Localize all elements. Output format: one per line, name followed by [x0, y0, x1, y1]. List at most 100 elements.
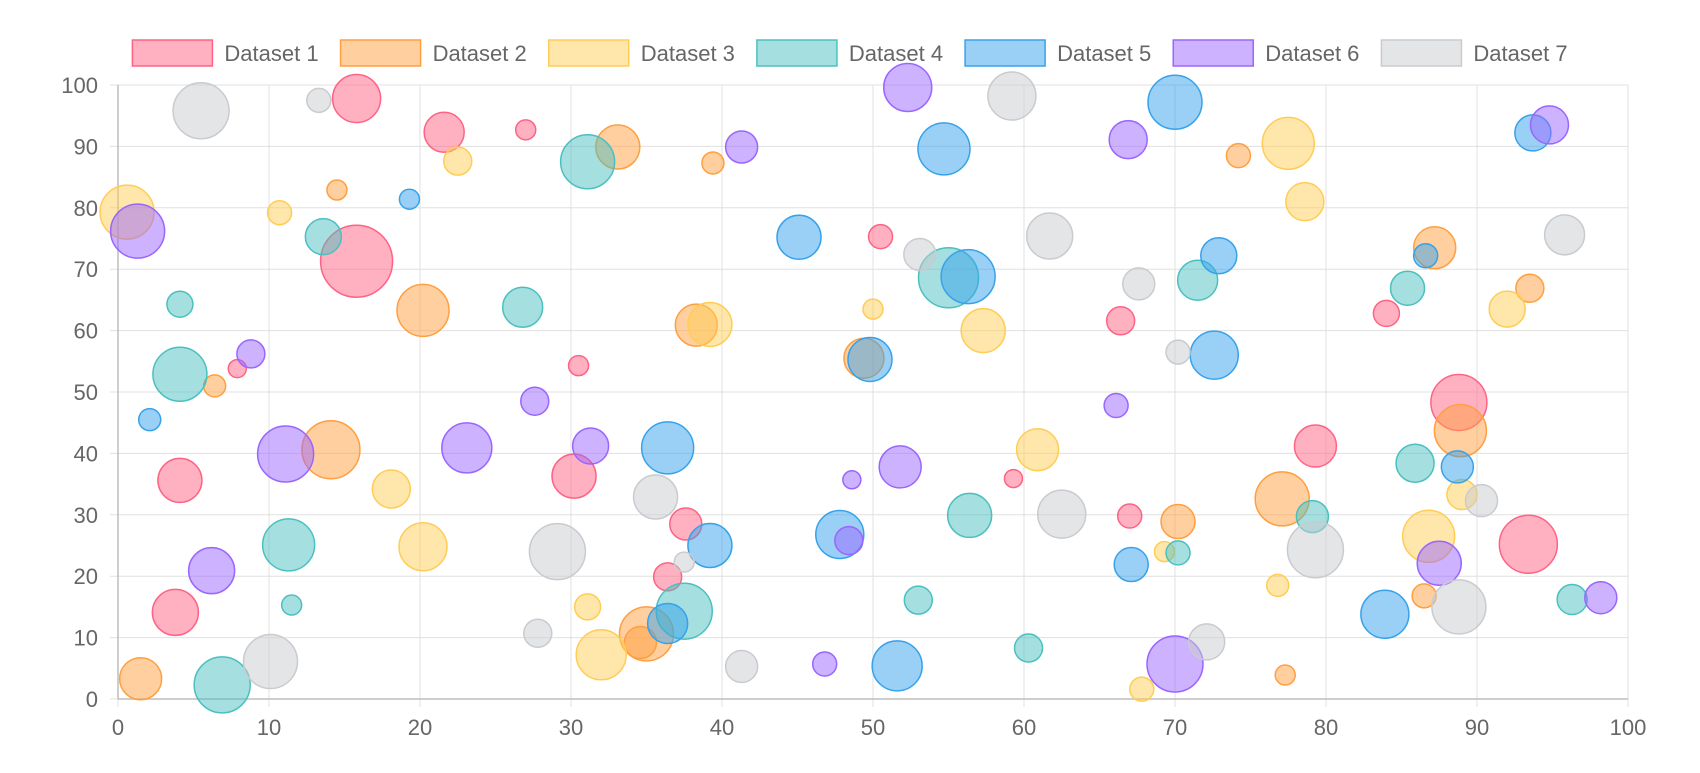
bubble-point[interactable]	[1488, 290, 1526, 328]
bubble-point[interactable]	[1113, 546, 1149, 583]
bubble-point[interactable]	[1037, 489, 1087, 539]
bubble-point[interactable]	[862, 298, 884, 320]
bubble-point[interactable]	[559, 134, 616, 190]
bubble-point[interactable]	[371, 469, 412, 509]
bubble-point[interactable]	[1416, 540, 1462, 587]
bubble-point[interactable]	[172, 82, 230, 140]
bubble-point[interactable]	[724, 649, 759, 684]
bubble-point[interactable]	[623, 625, 658, 660]
legend-item-dataset-6[interactable]: Dataset 6	[1172, 39, 1359, 67]
bubble-point[interactable]	[423, 111, 465, 154]
bubble-point[interactable]	[960, 307, 1006, 354]
bubble-point[interactable]	[151, 588, 200, 637]
bubble-point[interactable]	[1440, 450, 1475, 484]
bubble-point[interactable]	[398, 188, 421, 210]
bubble-point[interactable]	[1529, 105, 1570, 145]
bubble-point[interactable]	[280, 594, 303, 616]
bubble-point[interactable]	[1189, 330, 1240, 380]
bubble-point[interactable]	[1129, 676, 1155, 702]
bubble-point[interactable]	[1103, 392, 1129, 419]
legend-item-dataset-7[interactable]: Dataset 7	[1380, 39, 1568, 67]
bubble-point[interactable]	[1389, 270, 1426, 306]
bubble-point[interactable]	[1025, 212, 1074, 260]
legend-item-dataset-2[interactable]: Dataset 2	[339, 39, 527, 67]
bubble-point[interactable]	[1015, 427, 1060, 472]
bubble-point[interactable]	[1464, 483, 1499, 518]
bubble-point[interactable]	[573, 593, 602, 621]
bubble-point[interactable]	[261, 518, 316, 572]
bubble-point[interactable]	[724, 130, 759, 164]
bubble-point[interactable]	[687, 522, 733, 569]
bubble-point[interactable]	[632, 474, 679, 520]
bubble-point[interactable]	[842, 470, 862, 490]
bubble-point[interactable]	[109, 203, 166, 259]
bubble-point[interactable]	[903, 585, 934, 615]
bubble-point[interactable]	[673, 551, 695, 573]
bubble-point[interactable]	[118, 656, 163, 701]
bubble-point[interactable]	[137, 407, 162, 432]
bubble-point[interactable]	[878, 445, 922, 489]
bubble-point[interactable]	[396, 283, 450, 338]
legend-item-dataset-5[interactable]: Dataset 5	[964, 39, 1151, 67]
bubble-point[interactable]	[187, 546, 236, 595]
bubble-point[interactable]	[441, 422, 493, 474]
bubble-point[interactable]	[528, 522, 587, 581]
bubble-point[interactable]	[1122, 267, 1156, 301]
bubble-point[interactable]	[1165, 540, 1191, 566]
bubble-point[interactable]	[1265, 573, 1290, 598]
bubble-point[interactable]	[946, 492, 993, 539]
bubble-point[interactable]	[1254, 471, 1310, 527]
bubble-point[interactable]	[1225, 142, 1252, 169]
bubble-point[interactable]	[520, 386, 550, 416]
bubble-point[interactable]	[1293, 424, 1338, 468]
bubble-point[interactable]	[811, 651, 838, 677]
bubble-point[interactable]	[236, 339, 266, 369]
bubble-point[interactable]	[1584, 580, 1618, 615]
bubble-point[interactable]	[1200, 236, 1238, 275]
bubble-point[interactable]	[1160, 503, 1196, 540]
bubble-point[interactable]	[1360, 589, 1410, 640]
legend-item-dataset-4[interactable]: Dataset 4	[756, 39, 943, 67]
legend-item-dataset-3[interactable]: Dataset 3	[547, 39, 735, 67]
bubble-point[interactable]	[1412, 242, 1439, 269]
bubble-point[interactable]	[157, 457, 203, 504]
bubble-point[interactable]	[646, 602, 689, 645]
bubble-point[interactable]	[152, 346, 208, 402]
bubble-point[interactable]	[575, 629, 627, 681]
bubble-point[interactable]	[1165, 339, 1191, 365]
bubble-point[interactable]	[701, 151, 725, 175]
bubble-point[interactable]	[567, 354, 590, 377]
bubble-point[interactable]	[1498, 514, 1559, 575]
bubble-point[interactable]	[687, 301, 733, 348]
bubble-point[interactable]	[1187, 623, 1226, 661]
bubble-point[interactable]	[1431, 579, 1487, 635]
bubble-point[interactable]	[326, 179, 348, 201]
bubble-point[interactable]	[256, 425, 315, 483]
bubble-point[interactable]	[903, 237, 937, 272]
bubble-point[interactable]	[834, 525, 864, 556]
bubble-point[interactable]	[306, 87, 332, 114]
bubble-point[interactable]	[1285, 181, 1325, 222]
bubble-point[interactable]	[304, 217, 343, 256]
bubble-point[interactable]	[1556, 583, 1588, 616]
bubble-point[interactable]	[867, 223, 894, 250]
bubble-point[interactable]	[940, 248, 996, 305]
bubble-point[interactable]	[1543, 214, 1586, 256]
bubble-point[interactable]	[987, 71, 1037, 121]
bubble-point[interactable]	[1395, 443, 1435, 483]
bubble-point[interactable]	[1372, 299, 1401, 328]
bubble-point[interactable]	[398, 521, 448, 572]
bubble-point[interactable]	[166, 290, 194, 318]
bubble-point[interactable]	[1116, 503, 1143, 529]
bubble-point[interactable]	[1105, 306, 1136, 336]
bubble-point[interactable]	[523, 618, 553, 649]
bubble-point[interactable]	[871, 640, 923, 692]
bubble-point[interactable]	[917, 122, 971, 176]
bubble-point[interactable]	[847, 336, 893, 383]
bubble-point[interactable]	[514, 119, 537, 141]
bubble-point[interactable]	[776, 214, 822, 261]
bubble-point[interactable]	[331, 73, 382, 124]
bubble-point[interactable]	[1261, 116, 1315, 171]
bubble-point[interactable]	[266, 199, 293, 226]
bubble-point[interactable]	[242, 633, 299, 690]
